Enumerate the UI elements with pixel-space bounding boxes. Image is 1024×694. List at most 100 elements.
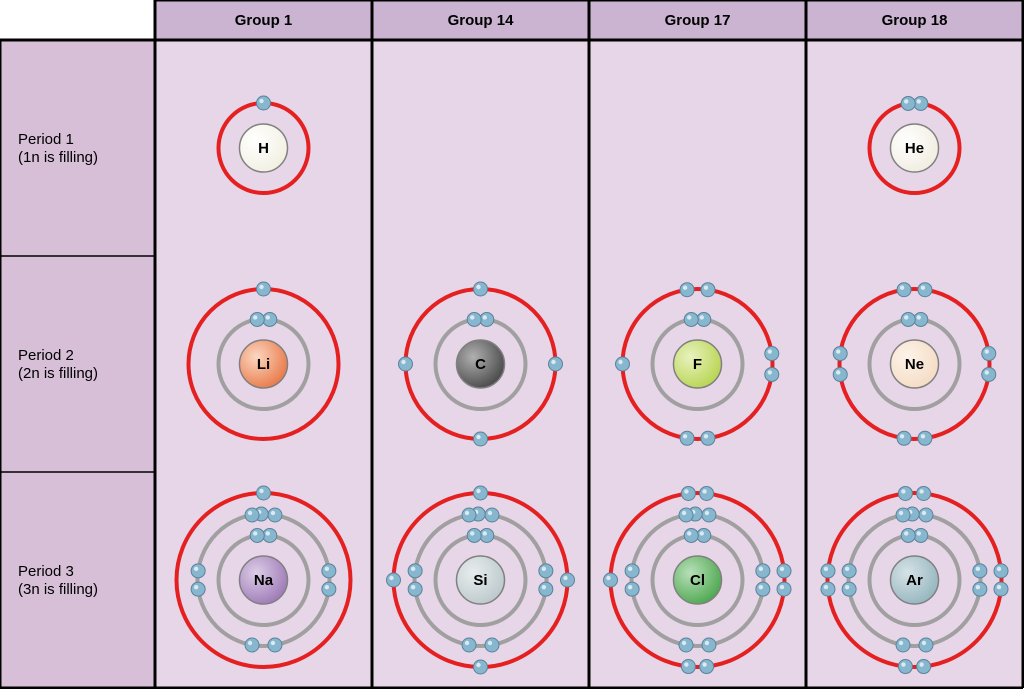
electron-highlight (389, 576, 393, 580)
electron (896, 508, 910, 522)
element-symbol: H (258, 140, 269, 157)
electron-highlight (702, 662, 706, 666)
electron-highlight (687, 315, 691, 319)
electron (681, 660, 695, 674)
element-symbol: Na (254, 572, 274, 589)
electron (765, 347, 779, 361)
electron (625, 582, 639, 596)
electron-highlight (704, 286, 708, 290)
row-header-bg (0, 472, 155, 688)
electron (549, 357, 563, 371)
electron-highlight (470, 531, 474, 535)
electron (322, 582, 336, 596)
electron (701, 431, 715, 445)
electron (257, 96, 271, 110)
electron (474, 432, 488, 446)
electron-highlight (705, 641, 709, 645)
electron (897, 283, 911, 297)
electron (684, 528, 698, 542)
electron-highlight (836, 370, 840, 374)
electron (901, 312, 915, 326)
electron (756, 564, 770, 578)
electron-highlight (917, 99, 921, 103)
electron (973, 564, 987, 578)
electron-highlight (836, 349, 840, 353)
electron-highlight (997, 585, 1001, 589)
electron (901, 528, 915, 542)
electron (982, 367, 996, 381)
electron (833, 347, 847, 361)
electron-highlight (488, 511, 492, 515)
electron-highlight (618, 360, 622, 364)
electron-highlight (325, 585, 329, 589)
electron-highlight (780, 567, 784, 571)
electron-highlight (684, 489, 688, 493)
electron (191, 582, 205, 596)
electron (250, 312, 264, 326)
electron-highlight (899, 511, 903, 515)
electron (191, 564, 205, 578)
row-header-label-1: Period 3 (18, 563, 74, 580)
electron-highlight (259, 489, 263, 493)
electron-highlight (901, 662, 905, 666)
electron-highlight (465, 511, 469, 515)
periodic-bohr-table: Group 1Group 14Group 17Group 18Period 1(… (0, 0, 1024, 689)
electron-highlight (780, 585, 784, 589)
electron (462, 638, 476, 652)
electron (485, 638, 499, 652)
electron (680, 431, 694, 445)
row-header-label-1: Period 2 (18, 347, 74, 364)
electron-highlight (411, 585, 415, 589)
electron (268, 508, 282, 522)
electron (833, 367, 847, 381)
electron (756, 582, 770, 596)
electron (702, 508, 716, 522)
electron (408, 582, 422, 596)
electron (697, 528, 711, 542)
row-header-label-1: Period 1 (18, 131, 74, 148)
electron (625, 564, 639, 578)
electron (901, 96, 915, 110)
electron-highlight (248, 641, 252, 645)
electron (681, 486, 695, 500)
electron-highlight (476, 285, 480, 289)
electron (777, 582, 791, 596)
electron-highlight (922, 641, 926, 645)
electron-highlight (542, 567, 546, 571)
electron (467, 312, 481, 326)
electron-highlight (259, 99, 263, 103)
electron-highlight (900, 286, 904, 290)
electron (263, 312, 277, 326)
electron-highlight (253, 531, 257, 535)
electron-highlight (483, 315, 487, 319)
element-symbol: Ne (905, 356, 924, 373)
electron (777, 564, 791, 578)
electron (561, 573, 575, 587)
electron (914, 96, 928, 110)
column-header-label: Group 1 (235, 12, 293, 29)
electron (898, 660, 912, 674)
electron-highlight (271, 511, 275, 515)
row-header-bg (0, 256, 155, 472)
electron (765, 367, 779, 381)
electron-highlight (628, 567, 632, 571)
electron-highlight (759, 567, 763, 571)
electron-highlight (922, 511, 926, 515)
electron (821, 582, 835, 596)
body-cell-bg (372, 40, 589, 256)
electron (257, 282, 271, 296)
electron-highlight (759, 585, 763, 589)
electron-highlight (628, 585, 632, 589)
electron-highlight (702, 489, 706, 493)
electron-highlight (904, 531, 908, 535)
electron (322, 564, 336, 578)
electron-highlight (997, 567, 1001, 571)
electron (250, 528, 264, 542)
electron (485, 508, 499, 522)
electron (914, 528, 928, 542)
electron (842, 582, 856, 596)
electron-highlight (488, 641, 492, 645)
electron (973, 582, 987, 596)
electron (399, 357, 413, 371)
element-symbol: C (475, 356, 486, 373)
